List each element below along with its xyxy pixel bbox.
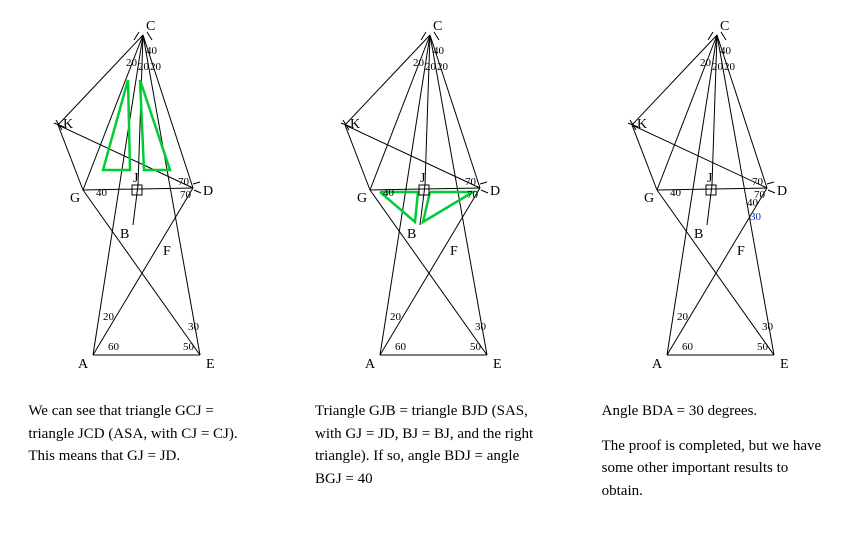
svg-text:B: B	[407, 227, 416, 242]
svg-text:60: 60	[682, 341, 694, 353]
svg-text:20: 20	[390, 311, 402, 323]
svg-text:J: J	[707, 171, 713, 186]
svg-text:40: 40	[96, 187, 108, 199]
svg-text:30: 30	[475, 321, 487, 333]
svg-text:20: 20	[677, 311, 689, 323]
svg-text:30: 30	[762, 321, 774, 333]
svg-text:G: G	[357, 191, 367, 206]
svg-text:B: B	[694, 227, 703, 242]
svg-text:G: G	[644, 191, 654, 206]
svg-text:70: 70	[178, 176, 190, 188]
svg-text:20: 20	[425, 61, 437, 73]
svg-text:K: K	[637, 117, 647, 132]
svg-text:30: 30	[750, 211, 762, 223]
diagram-1: CKGJDBFAE4020202040707020603050	[28, 10, 258, 390]
svg-text:20: 20	[150, 61, 162, 73]
svg-text:J: J	[133, 171, 139, 186]
panel-1: CKGJDBFAE4020202040707020603050 We can s…	[8, 10, 278, 502]
svg-text:20: 20	[712, 61, 724, 73]
svg-text:70: 70	[752, 176, 764, 188]
svg-text:E: E	[206, 357, 215, 372]
panel-3: CKGJDBFAE40202020407070206030504030 Angl…	[582, 10, 852, 502]
svg-text:40: 40	[720, 45, 732, 57]
svg-text:G: G	[70, 191, 80, 206]
svg-text:20: 20	[126, 57, 138, 69]
svg-text:50: 50	[183, 341, 195, 353]
svg-text:50: 50	[757, 341, 769, 353]
svg-text:E: E	[780, 357, 789, 372]
svg-text:20: 20	[724, 61, 736, 73]
svg-text:40: 40	[383, 187, 395, 199]
svg-text:30: 30	[188, 321, 200, 333]
svg-text:50: 50	[470, 341, 482, 353]
svg-text:K: K	[350, 117, 360, 132]
svg-text:C: C	[720, 19, 729, 34]
panel-3-text-1: Angle BDA = 30 degrees.	[602, 400, 832, 423]
panel-2: CKGJDBFAE4020202040707020603050 Triangle…	[295, 10, 565, 502]
svg-text:60: 60	[395, 341, 407, 353]
diagram-3: CKGJDBFAE40202020407070206030504030	[602, 10, 832, 390]
svg-text:70: 70	[467, 189, 479, 201]
svg-text:40: 40	[146, 45, 158, 57]
panel-3-text-2: The proof is completed, but we have some…	[602, 435, 832, 503]
svg-text:D: D	[203, 184, 213, 199]
svg-text:F: F	[450, 244, 458, 259]
svg-text:J: J	[420, 171, 426, 186]
svg-text:A: A	[652, 357, 663, 372]
svg-text:K: K	[63, 117, 73, 132]
diagram-container: CKGJDBFAE4020202040707020603050 We can s…	[0, 0, 860, 502]
svg-text:C: C	[433, 19, 442, 34]
svg-text:60: 60	[108, 341, 120, 353]
svg-text:B: B	[120, 227, 129, 242]
svg-text:40: 40	[433, 45, 445, 57]
panel-2-text: Triangle GJB = triangle BJD (SAS, with G…	[315, 400, 545, 490]
svg-text:E: E	[493, 357, 502, 372]
svg-text:20: 20	[437, 61, 449, 73]
panel-3-text: Angle BDA = 30 degrees. The proof is com…	[602, 400, 832, 502]
svg-text:C: C	[146, 19, 155, 34]
svg-text:20: 20	[413, 57, 425, 69]
svg-text:A: A	[365, 357, 376, 372]
svg-text:20: 20	[103, 311, 115, 323]
svg-text:70: 70	[465, 176, 477, 188]
svg-text:70: 70	[180, 189, 192, 201]
svg-text:D: D	[490, 184, 500, 199]
panel-1-text: We can see that triangle GCJ = triangle …	[28, 400, 258, 468]
svg-text:F: F	[163, 244, 171, 259]
svg-text:20: 20	[700, 57, 712, 69]
svg-text:40: 40	[747, 197, 759, 209]
svg-text:F: F	[737, 244, 745, 259]
svg-text:20: 20	[138, 61, 150, 73]
svg-text:40: 40	[670, 187, 682, 199]
svg-text:A: A	[78, 357, 89, 372]
svg-text:D: D	[777, 184, 787, 199]
diagram-2: CKGJDBFAE4020202040707020603050	[315, 10, 545, 390]
